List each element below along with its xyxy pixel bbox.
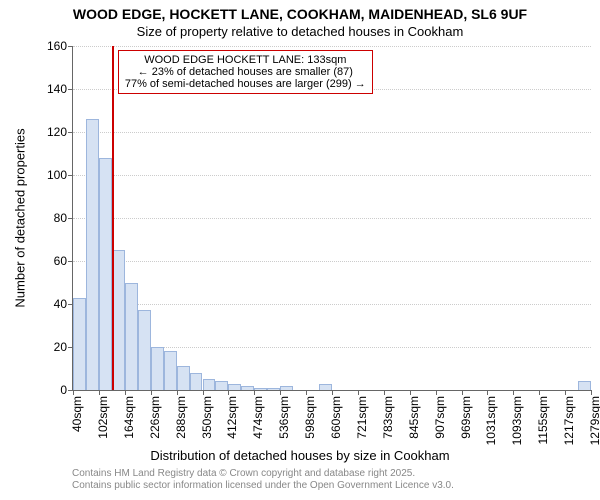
x-tick-label: 1217sqm: [562, 396, 576, 445]
x-axis-label: Distribution of detached houses by size …: [0, 448, 600, 463]
x-tick-label: 40sqm: [70, 396, 84, 432]
y-tick-label: 100: [47, 168, 73, 182]
x-tick: [332, 390, 333, 395]
gridline: [73, 218, 591, 219]
annotation-line: 77% of semi-detached houses are larger (…: [125, 78, 366, 90]
histogram-bar: [228, 384, 241, 390]
x-tick-label: 536sqm: [277, 396, 291, 439]
histogram-bar: [254, 388, 267, 390]
y-tick-label: 120: [47, 125, 73, 139]
reference-line: [112, 46, 114, 390]
histogram-bar: [267, 388, 280, 390]
x-tick: [125, 390, 126, 395]
histogram-bar: [280, 386, 293, 390]
histogram-bar: [319, 384, 332, 390]
chart-container: WOOD EDGE, HOCKETT LANE, COOKHAM, MAIDEN…: [0, 0, 600, 500]
gridline: [73, 304, 591, 305]
y-tick-label: 0: [60, 383, 73, 397]
histogram-bar: [99, 158, 112, 390]
x-tick-label: 164sqm: [122, 396, 136, 439]
x-tick: [539, 390, 540, 395]
x-tick-label: 660sqm: [329, 396, 343, 439]
x-tick: [591, 390, 592, 395]
histogram-bar: [241, 386, 254, 390]
y-tick-label: 60: [54, 254, 73, 268]
chart-subtitle: Size of property relative to detached ho…: [0, 24, 600, 39]
histogram-bar: [164, 351, 177, 390]
x-tick: [254, 390, 255, 395]
x-tick-label: 102sqm: [96, 396, 110, 439]
x-tick-label: 1093sqm: [510, 396, 524, 445]
footer-line-2: Contains public sector information licen…: [72, 480, 454, 491]
x-tick-label: 1279sqm: [588, 396, 600, 445]
x-tick: [565, 390, 566, 395]
histogram-bar: [73, 298, 86, 390]
x-tick: [487, 390, 488, 395]
x-tick: [73, 390, 74, 395]
gridline: [73, 261, 591, 262]
x-tick: [410, 390, 411, 395]
x-tick-label: 288sqm: [174, 396, 188, 439]
x-tick-label: 907sqm: [433, 396, 447, 439]
x-tick: [228, 390, 229, 395]
footer-line-1: Contains HM Land Registry data © Crown c…: [72, 468, 415, 479]
chart-title: WOOD EDGE, HOCKETT LANE, COOKHAM, MAIDEN…: [0, 6, 600, 22]
annotation-line: WOOD EDGE HOCKETT LANE: 133sqm: [125, 54, 366, 66]
x-tick-label: 783sqm: [381, 396, 395, 439]
y-tick-label: 20: [54, 340, 73, 354]
x-tick-label: 226sqm: [148, 396, 162, 439]
histogram-bar: [151, 347, 164, 390]
histogram-bar: [215, 381, 228, 390]
y-axis-label: Number of detached properties: [13, 128, 28, 307]
x-tick: [203, 390, 204, 395]
annotation-line: ← 23% of detached houses are smaller (87…: [125, 66, 366, 78]
x-tick-label: 598sqm: [303, 396, 317, 439]
y-tick-label: 40: [54, 297, 73, 311]
histogram-bar: [125, 283, 138, 391]
x-tick: [280, 390, 281, 395]
x-tick-label: 474sqm: [251, 396, 265, 439]
gridline: [73, 132, 591, 133]
y-tick-label: 80: [54, 211, 73, 225]
x-tick: [306, 390, 307, 395]
gridline: [73, 46, 591, 47]
histogram-bar: [138, 310, 151, 390]
histogram-bar: [203, 379, 216, 390]
x-tick: [436, 390, 437, 395]
x-tick-label: 721sqm: [355, 396, 369, 439]
histogram-bar: [190, 373, 203, 390]
x-tick: [462, 390, 463, 395]
x-tick: [513, 390, 514, 395]
x-tick: [177, 390, 178, 395]
x-tick-label: 350sqm: [200, 396, 214, 439]
plot-area: 02040608010012014016040sqm102sqm164sqm22…: [72, 46, 591, 391]
x-tick: [151, 390, 152, 395]
x-tick-label: 412sqm: [225, 396, 239, 439]
x-tick: [384, 390, 385, 395]
x-tick: [358, 390, 359, 395]
x-tick-label: 845sqm: [407, 396, 421, 439]
x-tick-label: 969sqm: [459, 396, 473, 439]
x-tick-label: 1155sqm: [536, 396, 550, 444]
y-tick-label: 140: [47, 82, 73, 96]
x-tick: [99, 390, 100, 395]
gridline: [73, 175, 591, 176]
histogram-bar: [578, 381, 591, 390]
histogram-bar: [86, 119, 99, 390]
annotation-box: WOOD EDGE HOCKETT LANE: 133sqm← 23% of d…: [118, 50, 373, 94]
histogram-bar: [177, 366, 190, 390]
y-tick-label: 160: [47, 39, 73, 53]
x-tick-label: 1031sqm: [484, 396, 498, 445]
